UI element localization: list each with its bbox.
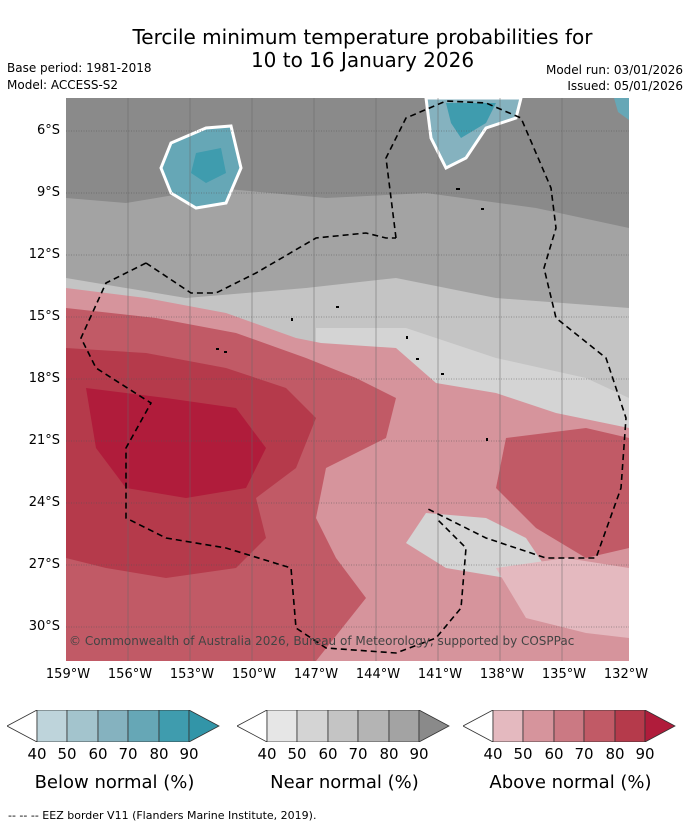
near-normal-seg-0 xyxy=(237,710,268,742)
copyright-notice: © Commonwealth of Australia 2026, Bureau… xyxy=(69,634,575,648)
near-normal-south-patch xyxy=(406,513,546,578)
above-normal-seg-5 xyxy=(614,710,646,742)
near-tick-90: 90 xyxy=(409,745,429,763)
near-normal-seg-1 xyxy=(266,710,298,742)
near-tick-80: 80 xyxy=(379,745,399,763)
lon-label-150w: 150°W xyxy=(231,667,277,682)
below-tick-50: 50 xyxy=(57,745,77,763)
lon-label-147w: 147°W xyxy=(293,667,339,682)
model-run: Model run: 03/01/2026 xyxy=(545,63,683,77)
islands xyxy=(216,188,488,441)
above-tick-40: 40 xyxy=(483,745,503,763)
map-panel: © Commonwealth of Australia 2026, Bureau… xyxy=(66,98,629,661)
lat-label-30s: 30°S xyxy=(28,619,60,634)
lat-label-15s: 15°S xyxy=(28,309,60,324)
issued-date: Issued: 05/01/2026 xyxy=(567,79,683,93)
above-normal-title: Above normal (%) xyxy=(489,772,652,793)
below-normal-seg-0 xyxy=(7,710,38,742)
near-normal-seg-2 xyxy=(296,710,329,742)
below-normal-seg-5 xyxy=(158,710,190,742)
above-normal-colorbar xyxy=(463,710,676,742)
lon-label-156w: 156°W xyxy=(107,667,153,682)
lat-label-9s: 9°S xyxy=(36,185,60,200)
eez-border xyxy=(80,100,627,654)
below-normal-title: Below normal (%) xyxy=(34,772,195,793)
meridian-lines xyxy=(127,98,563,661)
below-normal-core-north xyxy=(446,103,496,138)
below-tick-70: 70 xyxy=(118,745,138,763)
near-tick-70: 70 xyxy=(348,745,368,763)
above-tick-90: 90 xyxy=(635,745,655,763)
near-normal-seg-6 xyxy=(418,710,450,742)
above-tick-80: 80 xyxy=(605,745,625,763)
above-normal-light-patch xyxy=(496,558,629,638)
above-normal-90-region xyxy=(86,388,266,498)
near-normal-title: Near normal (%) xyxy=(270,772,419,793)
above-normal-seg-6 xyxy=(644,710,676,742)
near-normal-seg-5 xyxy=(388,710,420,742)
below-tick-40: 40 xyxy=(27,745,47,763)
near-normal-colorbar xyxy=(237,710,450,742)
below-normal-seg-6 xyxy=(188,710,220,742)
above-tick-60: 60 xyxy=(544,745,564,763)
above-normal-seg-0 xyxy=(463,710,494,742)
lat-label-6s: 6°S xyxy=(36,123,60,138)
base-period: Base period: 1981-2018 xyxy=(7,61,152,75)
lat-label-27s: 27°S xyxy=(28,557,60,572)
near-normal-seg-3 xyxy=(327,710,359,742)
probability-map xyxy=(66,98,629,661)
lon-label-135w: 135°W xyxy=(541,667,587,682)
above-normal-seg-3 xyxy=(553,710,585,742)
below-normal-seg-3 xyxy=(97,710,129,742)
lon-label-141w: 141°W xyxy=(417,667,463,682)
below-tick-60: 60 xyxy=(88,745,108,763)
lon-label-159w: 159°W xyxy=(45,667,91,682)
lat-label-21s: 21°S xyxy=(28,433,60,448)
above-normal-seg-4 xyxy=(583,710,616,742)
near-normal-seg-4 xyxy=(357,710,390,742)
below-normal-patch-corner xyxy=(614,98,629,120)
lat-label-24s: 24°S xyxy=(28,495,60,510)
above-tick-70: 70 xyxy=(574,745,594,763)
near-tick-50: 50 xyxy=(287,745,307,763)
lon-label-132w: 132°W xyxy=(603,667,649,682)
below-tick-90: 90 xyxy=(179,745,199,763)
near-tick-60: 60 xyxy=(318,745,338,763)
title-line-1: Tercile minimum temperature probabilitie… xyxy=(132,25,593,49)
lat-label-18s: 18°S xyxy=(28,371,60,386)
above-normal-seg-1 xyxy=(492,710,524,742)
below-tick-80: 80 xyxy=(149,745,169,763)
lat-label-12s: 12°S xyxy=(28,247,60,262)
lon-label-138w: 138°W xyxy=(479,667,525,682)
above-tick-50: 50 xyxy=(513,745,533,763)
below-normal-colorbar xyxy=(7,710,220,742)
title-line-2: 10 to 16 January 2026 xyxy=(250,48,475,72)
below-normal-core-west xyxy=(191,148,226,183)
below-normal-seg-1 xyxy=(36,710,68,742)
below-normal-seg-4 xyxy=(127,710,160,742)
lon-label-153w: 153°W xyxy=(169,667,215,682)
eez-legend: -- -- -- EEZ border V11 (Flanders Marine… xyxy=(8,809,317,822)
lon-label-144w: 144°W xyxy=(355,667,401,682)
near-tick-40: 40 xyxy=(257,745,277,763)
model-name: Model: ACCESS-S2 xyxy=(7,78,119,92)
above-normal-east-region xyxy=(496,428,629,558)
above-normal-seg-2 xyxy=(522,710,555,742)
below-normal-seg-2 xyxy=(66,710,99,742)
